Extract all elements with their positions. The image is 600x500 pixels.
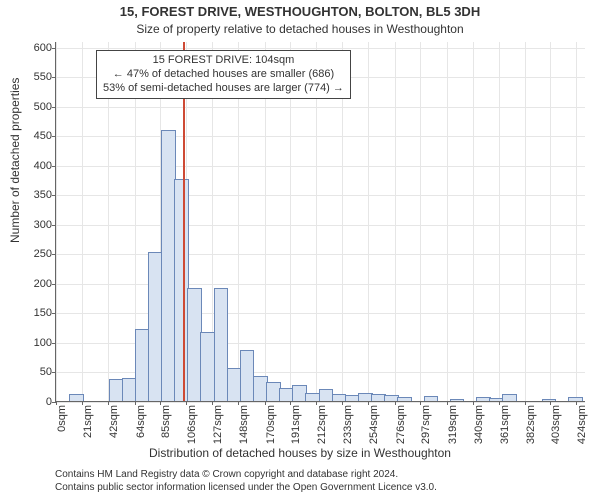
histogram-bar	[69, 394, 84, 401]
x-tick-label: 64sqm	[135, 405, 147, 438]
x-tick-label: 21sqm	[82, 405, 94, 438]
x-tick-label: 340sqm	[473, 405, 485, 444]
annotation-line-2: ← 47% of detached houses are smaller (68…	[103, 68, 344, 82]
gridline-v	[420, 42, 421, 401]
annotation-line-3: 53% of semi-detached houses are larger (…	[103, 82, 344, 96]
gridline-v	[576, 42, 577, 401]
histogram-bar	[450, 399, 465, 401]
x-tick-label: 233sqm	[342, 405, 354, 444]
x-tick-label: 148sqm	[238, 405, 250, 444]
x-tick-label: 106sqm	[186, 405, 198, 444]
y-tick-label: 150	[34, 307, 52, 319]
x-tick-label: 85sqm	[160, 405, 172, 438]
y-tick-label: 50	[40, 366, 52, 378]
y-tick-label: 100	[34, 337, 52, 349]
histogram-plot: 0501001502002503003504004505005506000sqm…	[55, 42, 585, 402]
x-tick-label: 127sqm	[212, 405, 224, 444]
y-tick-label: 200	[34, 278, 52, 290]
y-axis-label: Number of detached properties	[8, 78, 22, 243]
x-tick-label: 319sqm	[447, 405, 459, 444]
attribution-line-1: Contains HM Land Registry data © Crown c…	[55, 469, 437, 482]
y-tick-label: 350	[34, 189, 52, 201]
histogram-bar	[397, 397, 412, 401]
gridline-v	[473, 42, 474, 401]
x-tick-label: 276sqm	[395, 405, 407, 444]
y-tick-label: 250	[34, 248, 52, 260]
attribution-line-2: Contains public sector information licen…	[55, 482, 437, 495]
y-tick-label: 0	[46, 396, 52, 408]
histogram-bar	[568, 397, 583, 401]
y-tick-label: 600	[34, 42, 52, 54]
x-tick-label: 170sqm	[265, 405, 277, 444]
y-tick-label: 450	[34, 130, 52, 142]
gridline-v	[499, 42, 500, 401]
x-tick-label: 382sqm	[525, 405, 537, 444]
gridline-v	[82, 42, 83, 401]
y-tick-label: 300	[34, 219, 52, 231]
x-tick-label: 403sqm	[550, 405, 562, 444]
x-tick-label: 361sqm	[499, 405, 511, 444]
gridline-v	[447, 42, 448, 401]
x-tick-label: 254sqm	[368, 405, 380, 444]
histogram-bar	[542, 399, 557, 401]
attribution: Contains HM Land Registry data © Crown c…	[55, 469, 437, 494]
gridline-v	[368, 42, 369, 401]
histogram-bar	[502, 394, 517, 401]
y-tick-label: 500	[34, 101, 52, 113]
x-tick-label: 0sqm	[56, 405, 68, 432]
annotation-line-1: 15 FOREST DRIVE: 104sqm	[103, 54, 344, 68]
histogram-bar	[424, 396, 439, 401]
gridline-v	[56, 42, 57, 401]
x-tick-label: 424sqm	[576, 405, 588, 444]
gridline-v	[395, 42, 396, 401]
x-tick-label: 297sqm	[420, 405, 432, 444]
x-axis-label: Distribution of detached houses by size …	[0, 446, 600, 460]
x-tick-label: 42sqm	[108, 405, 120, 438]
y-tick-label: 550	[34, 71, 52, 83]
y-tick-label: 400	[34, 160, 52, 172]
x-tick-label: 191sqm	[290, 405, 302, 444]
gridline-v	[525, 42, 526, 401]
page-title: 15, FOREST DRIVE, WESTHOUGHTON, BOLTON, …	[0, 4, 600, 19]
page-subtitle: Size of property relative to detached ho…	[0, 22, 600, 36]
gridline-v	[550, 42, 551, 401]
property-annotation: 15 FOREST DRIVE: 104sqm ← 47% of detache…	[96, 50, 351, 99]
x-tick-label: 212sqm	[316, 405, 328, 444]
